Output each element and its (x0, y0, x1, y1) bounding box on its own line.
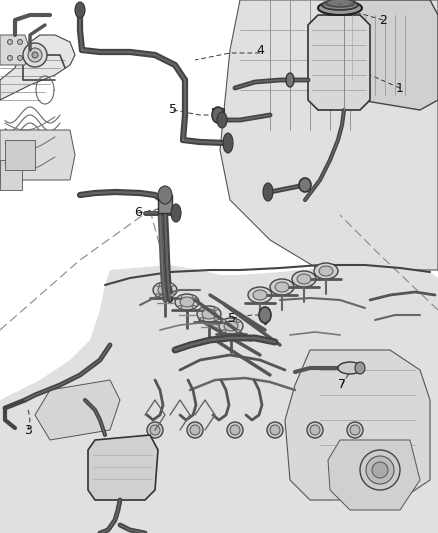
Ellipse shape (275, 282, 289, 292)
Polygon shape (5, 140, 35, 170)
Text: 7: 7 (338, 378, 346, 392)
Polygon shape (0, 35, 75, 100)
Ellipse shape (292, 271, 316, 287)
Ellipse shape (190, 425, 200, 435)
Ellipse shape (156, 284, 160, 287)
Ellipse shape (219, 318, 243, 334)
Text: 1: 1 (396, 82, 404, 94)
Ellipse shape (372, 462, 388, 478)
Ellipse shape (286, 73, 294, 87)
Polygon shape (285, 350, 430, 500)
Ellipse shape (366, 456, 394, 484)
Polygon shape (88, 435, 158, 500)
Ellipse shape (263, 183, 273, 201)
Ellipse shape (270, 425, 280, 435)
Ellipse shape (223, 133, 233, 153)
Ellipse shape (267, 422, 283, 438)
Ellipse shape (192, 296, 196, 298)
Ellipse shape (158, 285, 172, 295)
Ellipse shape (318, 1, 362, 15)
Ellipse shape (200, 318, 204, 320)
Ellipse shape (319, 266, 333, 276)
Ellipse shape (212, 107, 224, 123)
Ellipse shape (147, 422, 163, 438)
Ellipse shape (170, 284, 174, 287)
Ellipse shape (248, 287, 272, 303)
Polygon shape (220, 0, 438, 270)
Ellipse shape (347, 422, 363, 438)
Text: 3: 3 (24, 424, 32, 437)
Ellipse shape (178, 305, 182, 309)
Ellipse shape (360, 450, 400, 490)
Polygon shape (0, 35, 30, 65)
Ellipse shape (18, 39, 22, 44)
Ellipse shape (222, 320, 226, 322)
Ellipse shape (150, 425, 160, 435)
Ellipse shape (214, 318, 218, 320)
Ellipse shape (253, 290, 267, 300)
Ellipse shape (310, 425, 320, 435)
Ellipse shape (259, 307, 271, 323)
Ellipse shape (75, 2, 85, 18)
Ellipse shape (178, 296, 182, 298)
Ellipse shape (297, 274, 311, 284)
Ellipse shape (197, 306, 221, 322)
Ellipse shape (180, 297, 194, 307)
Ellipse shape (214, 308, 218, 311)
Ellipse shape (187, 422, 203, 438)
Polygon shape (35, 380, 120, 440)
Ellipse shape (222, 329, 226, 333)
Ellipse shape (355, 362, 365, 374)
Ellipse shape (217, 112, 227, 128)
Ellipse shape (158, 186, 172, 204)
Bar (212, 108, 224, 116)
Ellipse shape (23, 43, 47, 67)
Text: 2: 2 (379, 13, 387, 27)
Bar (158, 195, 172, 213)
Ellipse shape (156, 294, 160, 296)
Polygon shape (0, 160, 22, 190)
Polygon shape (0, 265, 438, 533)
Ellipse shape (170, 294, 174, 296)
Ellipse shape (7, 39, 13, 44)
Ellipse shape (236, 320, 240, 322)
Text: 6: 6 (134, 206, 142, 220)
Ellipse shape (175, 294, 199, 310)
Ellipse shape (18, 55, 22, 61)
Ellipse shape (28, 48, 42, 62)
Ellipse shape (224, 321, 238, 331)
Polygon shape (328, 0, 352, 15)
Ellipse shape (192, 305, 196, 309)
Ellipse shape (299, 178, 311, 192)
Ellipse shape (236, 329, 240, 333)
Ellipse shape (350, 425, 360, 435)
Ellipse shape (200, 308, 204, 311)
Ellipse shape (314, 263, 338, 279)
Polygon shape (328, 440, 420, 510)
Text: 5: 5 (169, 103, 177, 117)
Text: 4: 4 (256, 44, 264, 56)
Ellipse shape (270, 279, 294, 295)
Polygon shape (308, 15, 370, 110)
Ellipse shape (230, 425, 240, 435)
Ellipse shape (32, 52, 38, 58)
Ellipse shape (338, 362, 362, 374)
Ellipse shape (171, 204, 181, 222)
Polygon shape (0, 130, 75, 180)
Text: 5: 5 (228, 311, 236, 325)
Ellipse shape (227, 422, 243, 438)
Polygon shape (340, 0, 438, 110)
Ellipse shape (322, 0, 358, 10)
Ellipse shape (202, 309, 216, 319)
Ellipse shape (153, 282, 177, 298)
Ellipse shape (7, 55, 13, 61)
Ellipse shape (307, 422, 323, 438)
Ellipse shape (326, 0, 354, 7)
